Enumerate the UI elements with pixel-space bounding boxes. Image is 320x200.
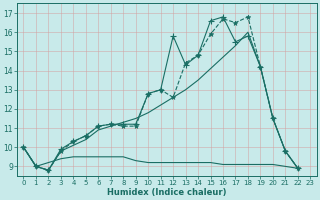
X-axis label: Humidex (Indice chaleur): Humidex (Indice chaleur) <box>107 188 227 197</box>
